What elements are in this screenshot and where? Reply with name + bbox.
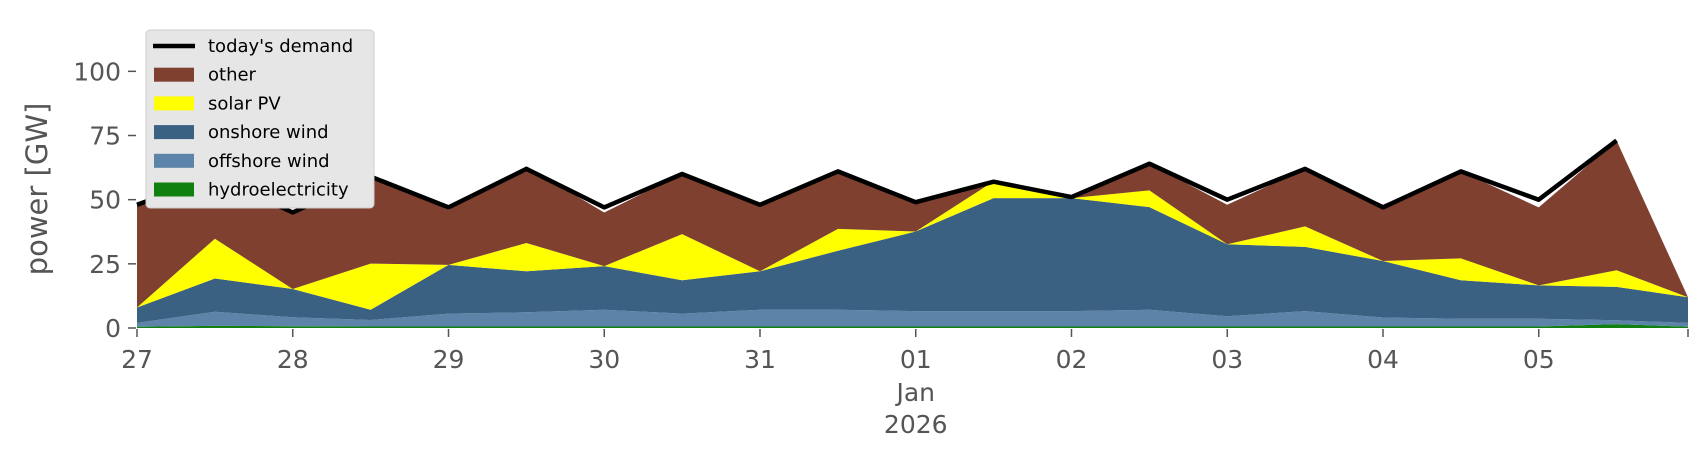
legend-label-solar-pv: solar PV <box>208 93 281 114</box>
legend-label-other: other <box>208 65 257 86</box>
legend-box <box>145 29 375 209</box>
area-other <box>137 140 1688 308</box>
x-tick-label: 03 <box>1211 345 1243 374</box>
legend-label-offshore-wind: offshore wind <box>208 151 330 172</box>
legend-swatch-hydroelectricity <box>154 182 194 197</box>
x-tick-label: 01 <box>900 345 932 374</box>
x-tick-label: 30 <box>588 345 620 374</box>
x-tick-label: 02 <box>1056 345 1088 374</box>
axes: 0 25 50 75 100 27 28 29 30 31 01 02 03 04 05 <box>73 57 1689 374</box>
y-tick-label: 75 <box>89 122 121 151</box>
legend-label-hydroelectricity: hydroelectricity <box>208 180 349 201</box>
area-hydroelectricity <box>137 324 1688 328</box>
x-tick-label: 05 <box>1523 345 1555 374</box>
x-tick-label: 28 <box>277 345 309 374</box>
legend: today's demand other solar PV onshore wind o… <box>145 29 375 209</box>
area-onshore-wind <box>137 198 1688 323</box>
y-axis-label: power [GW] <box>20 103 54 276</box>
legend-label-today-s-demand: today's demand <box>208 36 353 57</box>
x-month-label: Jan <box>894 378 935 407</box>
stacked-areas <box>137 140 1688 328</box>
demand-line-group <box>136 138 1618 215</box>
x-year-label: 2026 <box>884 410 948 439</box>
demand-line <box>136 138 1618 215</box>
y-tick-label: 0 <box>105 314 121 343</box>
x-tick-label: 29 <box>433 345 465 374</box>
x-tick-label: 27 <box>121 345 153 374</box>
x-tick-label: 31 <box>744 345 776 374</box>
legend-swatch-onshore-wind <box>154 125 194 140</box>
y-tick-label: 100 <box>73 57 121 86</box>
legend-label-onshore-wind: onshore wind <box>208 122 329 143</box>
legend-swatch-other <box>154 67 194 82</box>
legend-swatch-solar-pv <box>154 96 194 111</box>
y-tick-label: 25 <box>89 250 121 279</box>
area-offshore-wind <box>137 309 1688 327</box>
legend-swatch-offshore-wind <box>154 153 194 168</box>
y-tick-label: 50 <box>89 186 121 215</box>
x-tick-label: 04 <box>1367 345 1399 374</box>
